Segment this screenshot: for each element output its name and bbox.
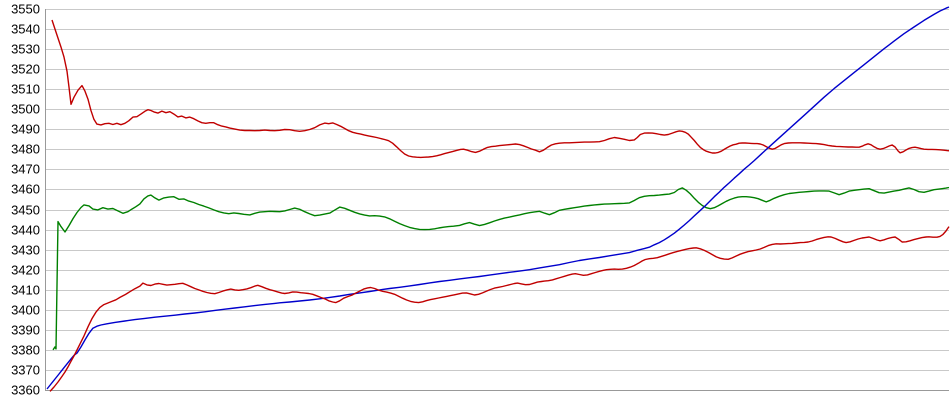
series-lower-red-line [49,226,950,392]
y-axis-label: 3490 [11,122,40,137]
y-axis-label: 3410 [11,283,40,298]
y-axis-label: 3520 [11,62,40,77]
y-axis-label: 3480 [11,142,40,157]
series-upper-dark-red-line [51,19,950,159]
series-lines [46,6,950,392]
series-blue-rising-line [46,6,950,390]
y-axis-label: 3370 [11,363,40,378]
y-axis-label: 3500 [11,102,40,117]
y-axis-label: 3510 [11,82,40,97]
y-axis-label: 3450 [11,203,40,218]
y-axis-label: 3380 [11,343,40,358]
y-axis-label: 3390 [11,323,40,338]
y-axis-label: 3440 [11,223,40,238]
y-axis-labels: 3550 3540 3530 3520 3510 3500 3490 3480 3470 3460… [11,2,40,398]
series-green-middle-line [52,186,950,351]
y-axis-label: 3420 [11,263,40,278]
y-axis-label: 3550 [11,2,40,17]
y-axis-label: 3430 [11,243,40,258]
y-axis-label: 3540 [11,22,40,37]
gridlines [45,9,949,391]
y-axis-label: 3530 [11,42,40,57]
y-axis-label: 3360 [11,383,40,398]
y-axis-label: 3400 [11,303,40,318]
y-axis-label: 3470 [11,162,40,177]
y-axis-label: 3460 [11,182,40,197]
